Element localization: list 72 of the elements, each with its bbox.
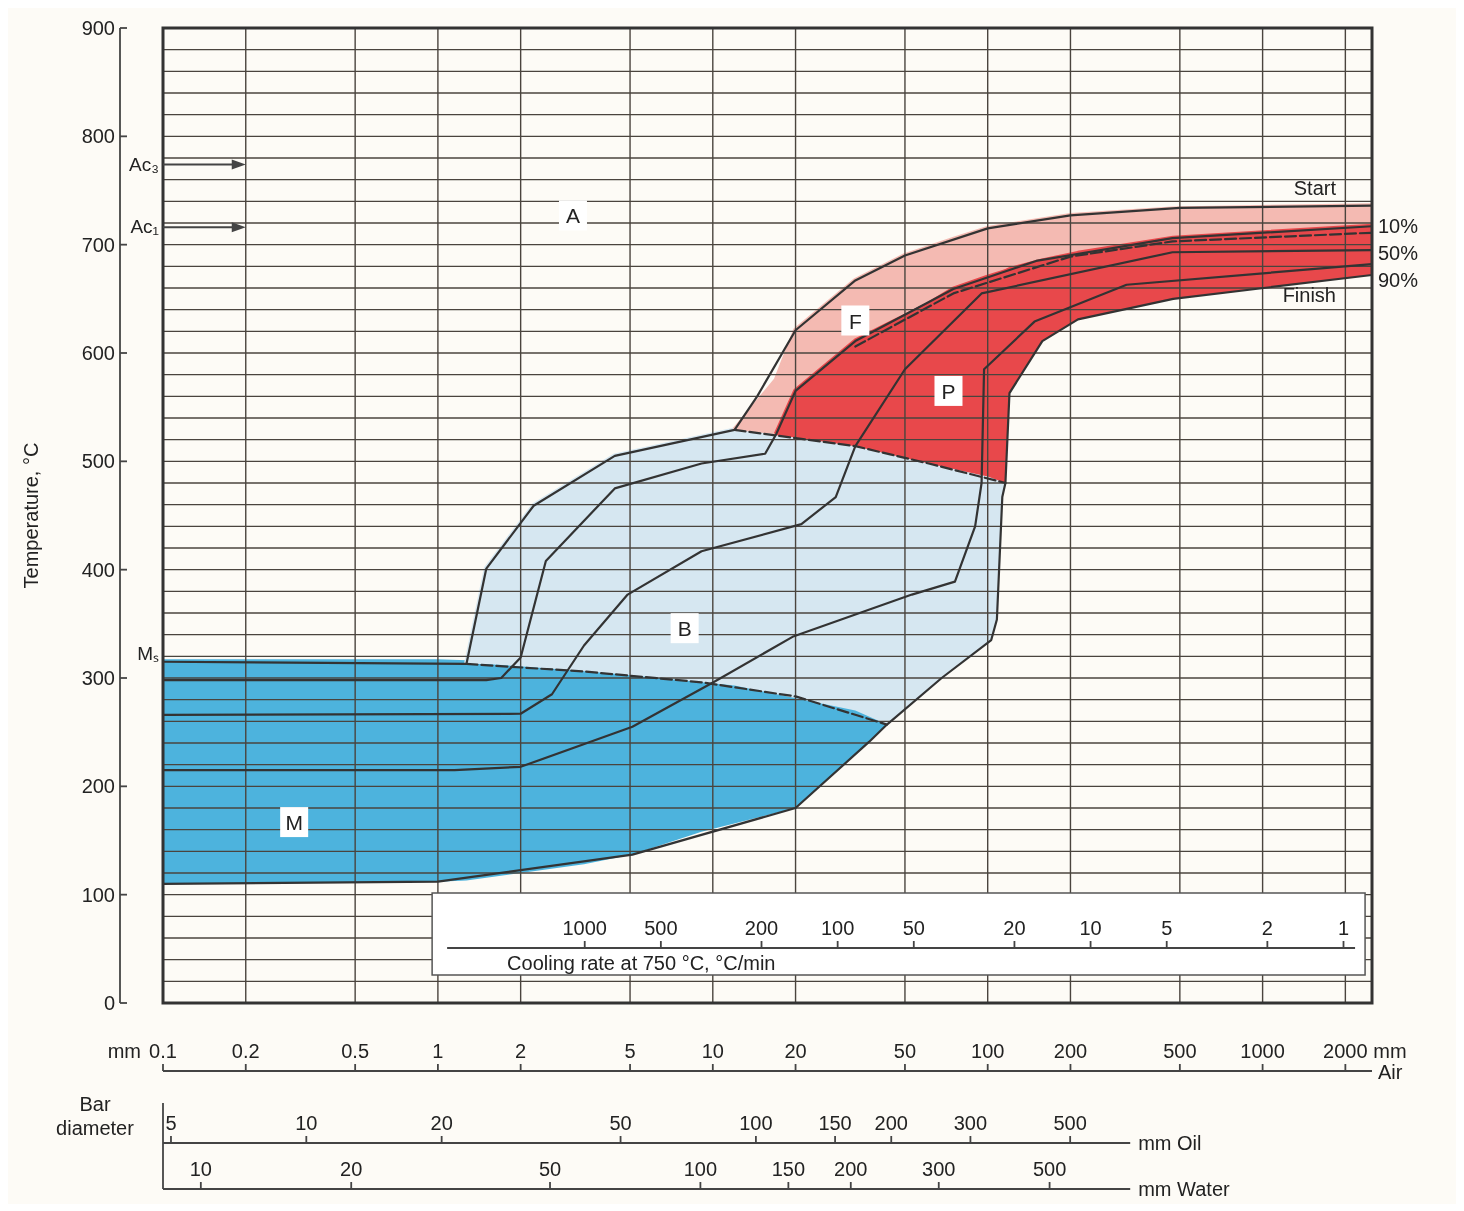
annotation: F <box>848 309 862 333</box>
y-tick-label: 400 <box>81 558 115 581</box>
y-tick-label: 500 <box>81 450 115 473</box>
text: 500 <box>1053 1112 1087 1134</box>
text: mm Oil <box>1138 1132 1202 1154</box>
x-tick-label: 200 <box>1053 1040 1088 1062</box>
y-tick-label: 900 <box>81 17 115 39</box>
text: 10 <box>295 1112 318 1134</box>
series-label: Start <box>1293 176 1337 199</box>
x-tick-label: 100 <box>971 1040 1005 1062</box>
x-tick-label: 1 <box>432 1040 444 1062</box>
x-tick-label: 2000 <box>1323 1040 1368 1062</box>
series-label: Finish <box>1282 284 1336 306</box>
text: 50 <box>609 1112 632 1134</box>
x-axis-title: Bar diameter <box>56 1093 135 1139</box>
text: 200 <box>874 1112 908 1134</box>
series-label: 10% <box>1378 215 1419 238</box>
text: 100 <box>683 1158 718 1180</box>
text: 5 <box>165 1112 177 1134</box>
annotation: Mₛ <box>137 642 159 664</box>
annotation: 50 <box>902 917 925 939</box>
y-tick-label: 0 <box>103 992 115 1014</box>
text: 50 <box>538 1158 562 1180</box>
text: 300 <box>953 1112 988 1134</box>
ref-line-label: Ac₁ <box>130 216 159 238</box>
text: 10 <box>189 1158 212 1180</box>
annotation: A <box>565 204 580 228</box>
x-tick-label: 500 <box>1163 1040 1197 1062</box>
x-tick-label: 1000 <box>1240 1040 1285 1062</box>
text: Air <box>1378 1061 1403 1083</box>
series-label: 50% <box>1378 242 1419 265</box>
x-tick-label: 0.5 <box>341 1040 370 1062</box>
annotation: B <box>677 617 692 641</box>
x-tick-label: 0.1 <box>149 1040 177 1062</box>
text: mm <box>1373 1040 1407 1062</box>
x-tick-label: 10 <box>701 1040 724 1062</box>
text: 100 <box>739 1112 773 1134</box>
annotation: M <box>285 811 303 835</box>
annotation: 5 <box>1161 917 1173 939</box>
text: mm <box>107 1040 141 1062</box>
text: 200 <box>834 1158 868 1180</box>
x-tick-label: 20 <box>784 1040 807 1062</box>
annotation: 500 <box>644 917 678 939</box>
annotation: 10 <box>1079 917 1102 939</box>
y-tick-label: 100 <box>81 883 115 906</box>
annotation: 1000 <box>562 917 607 939</box>
annotation: 1 <box>1337 917 1350 939</box>
text: 150 <box>771 1158 806 1180</box>
text: mm Water <box>1138 1178 1231 1200</box>
annotation: 2 <box>1261 917 1273 939</box>
x-tick-label: 5 <box>624 1040 636 1062</box>
annotation: 200 <box>744 917 779 939</box>
text: 500 <box>1032 1158 1067 1180</box>
series-label: 90% <box>1378 269 1419 292</box>
y-axis-title: Temperature, °C <box>20 442 42 589</box>
y-tick-label: 700 <box>81 233 115 256</box>
text: 20 <box>430 1112 453 1134</box>
y-tick-label: 800 <box>81 125 115 148</box>
x-tick-label: 2 <box>515 1040 527 1062</box>
text: Cooling rate at 750 °C, °C/min <box>507 952 776 974</box>
annotation: 100 <box>820 917 855 939</box>
annotation: 20 <box>1003 917 1026 939</box>
y-tick-label: 200 <box>81 775 115 798</box>
text: 20 <box>340 1158 363 1180</box>
y-tick-label: 600 <box>81 342 115 364</box>
x-tick-label: 50 <box>893 1040 917 1062</box>
x-tick-label: 0.2 <box>231 1040 260 1062</box>
annotation: P <box>941 379 956 403</box>
text: 300 <box>922 1158 956 1180</box>
text: 150 <box>818 1112 852 1134</box>
y-tick-label: 300 <box>81 667 115 689</box>
ref-line-label: Ac₃ <box>129 153 159 175</box>
